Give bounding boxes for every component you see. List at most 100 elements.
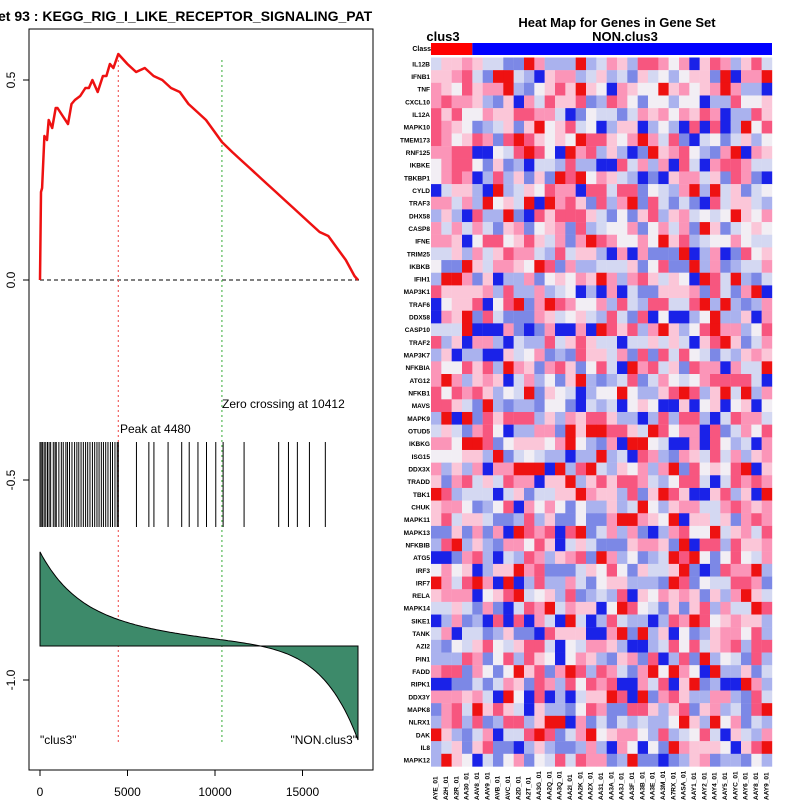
heatmap-cell [431, 728, 442, 742]
heatmap-cell [513, 108, 525, 121]
heatmap-cell [451, 462, 463, 476]
heatmap-cell [730, 614, 742, 628]
heatmap-cell [451, 525, 463, 539]
heatmap-cell [658, 741, 669, 754]
heatmap-cell [441, 222, 452, 235]
heatmap-cell [451, 222, 463, 235]
heatmap-cell [503, 703, 514, 717]
heatmap-cell [730, 184, 742, 197]
heatmap-cell [472, 449, 483, 463]
heatmap-cell [617, 374, 628, 387]
heatmap-cell [689, 310, 700, 324]
heatmap-cell [710, 652, 721, 666]
heatmap-cell [493, 715, 504, 729]
heatmap-cell [627, 95, 638, 109]
heatmap-cell [627, 361, 638, 375]
heatmap-cell [751, 627, 762, 641]
heatmap-cell [648, 260, 659, 273]
heatmap-cell [710, 57, 721, 71]
gene-label: TANK [412, 631, 430, 638]
heatmap-cell [596, 576, 607, 590]
heatmap-cell [606, 437, 618, 451]
heatmap-cell [741, 374, 752, 387]
heatmap-cell [534, 639, 545, 653]
heatmap-cell [431, 639, 442, 653]
heatmap-cell [503, 310, 514, 324]
heatmap-cell [751, 449, 762, 463]
gene-label: TNF [417, 87, 430, 94]
heatmap-cell [761, 374, 773, 387]
heatmap-cell [451, 171, 463, 185]
heatmap-cell [730, 728, 742, 742]
heatmap-cell [751, 361, 762, 375]
heatmap-cell [513, 310, 525, 324]
heatmap-cell [431, 538, 442, 552]
heatmap-cell [751, 538, 762, 552]
heatmap-cell [648, 475, 659, 489]
heatmap-cell [617, 563, 628, 577]
heatmap-cell [741, 386, 752, 400]
gene-label: MAPK11 [404, 517, 430, 524]
heatmap-cell [720, 133, 731, 147]
heatmap-cell [710, 386, 721, 400]
running-enrichment-score-line [38, 52, 359, 281]
heatmap-cell [565, 323, 576, 337]
heatmap-cell [679, 133, 690, 147]
heatmap-cell [741, 95, 752, 109]
heatmap-cell [513, 411, 525, 425]
heatmap-cell [679, 336, 690, 349]
heatmap-cell [730, 133, 742, 147]
heatmap-cell [710, 437, 721, 451]
heatmap-cell [544, 741, 556, 754]
heatmap-cell [730, 513, 742, 527]
heatmap-cell [503, 715, 514, 729]
heatmap-cell [482, 196, 494, 210]
heatmap-cell [689, 285, 700, 299]
heatmap-cell [648, 614, 659, 628]
heatmap-cell [668, 95, 680, 109]
heatmap-cell [699, 424, 711, 438]
heatmap-cell [648, 677, 659, 691]
heatmap-cell [524, 449, 535, 463]
gene-set-heatmap: Heat Map for Genes in Gene Set clus3 NON… [400, 15, 773, 800]
gene-label: TRAF6 [409, 302, 430, 309]
heatmap-cell [761, 222, 773, 235]
heatmap-cell [741, 551, 752, 565]
heatmap-cell [668, 234, 680, 248]
heatmap-cell [441, 209, 452, 223]
heatmap-cell [534, 411, 545, 425]
class-bar-non-clus3 [472, 43, 772, 55]
heatmap-cell [493, 487, 504, 501]
heatmap-cell [761, 70, 773, 84]
heatmap-cell [575, 601, 587, 615]
heatmap-cell [648, 171, 659, 185]
heatmap-cell [555, 234, 566, 248]
heatmap-cell [668, 310, 680, 324]
heatmap-cell [658, 424, 669, 438]
heatmap-cell [575, 728, 587, 742]
heatmap-cell [503, 601, 514, 615]
heatmap-cell [596, 525, 607, 539]
heatmap-cell [668, 449, 680, 463]
heatmap-cell [637, 449, 649, 463]
heatmap-cell [451, 551, 463, 565]
heatmap-cell [441, 272, 452, 286]
gene-label: IKBKB [409, 264, 430, 271]
gene-label: IRF3 [416, 568, 430, 575]
heatmap-cell [513, 247, 525, 261]
heatmap-cell [534, 82, 545, 96]
heatmap-cell [648, 285, 659, 299]
heatmap-cell [472, 424, 483, 438]
heatmap-cell [627, 310, 638, 324]
heatmap-cell [586, 424, 597, 438]
heatmap-cell [555, 411, 566, 425]
heatmap-cell [658, 209, 669, 223]
heatmap-cell [441, 70, 452, 84]
heatmap-cell [431, 601, 442, 615]
heatmap-cell [555, 753, 566, 767]
heatmap-cell [586, 158, 597, 172]
heatmap-cell [586, 741, 597, 754]
heatmap-cell [730, 285, 742, 299]
heatmap-cell [555, 108, 566, 121]
heatmap-cell [472, 715, 483, 729]
